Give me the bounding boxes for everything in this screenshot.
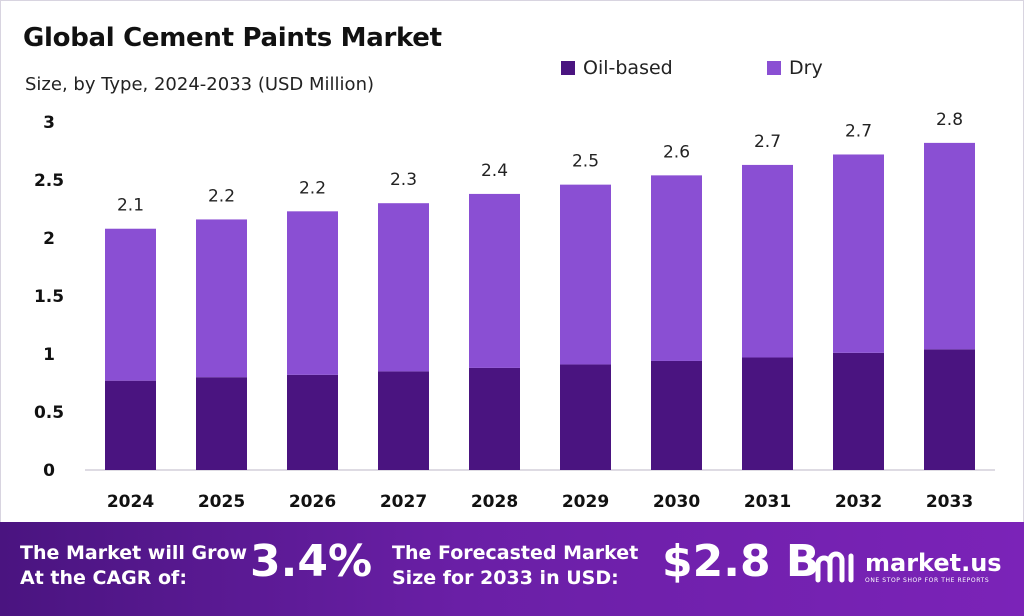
forecast-value: $2.8 B bbox=[662, 536, 820, 587]
x-tick-label: 2027 bbox=[380, 492, 427, 512]
bar-segment-oil-based-2025 bbox=[196, 377, 247, 470]
x-tick-label: 2032 bbox=[835, 492, 882, 512]
y-tick-label: 2.5 bbox=[34, 171, 64, 191]
cagr-value: 3.4% bbox=[250, 536, 373, 587]
bar-total-label: 2.2 bbox=[299, 178, 326, 198]
chart-frame: Global Cement Paints Market Size, by Typ… bbox=[0, 0, 1024, 523]
legend-label-dry: Dry bbox=[789, 57, 823, 79]
bar-total-label: 2.7 bbox=[845, 121, 872, 141]
bar-segment-oil-based-2031 bbox=[742, 357, 793, 470]
bar-segment-dry-2031 bbox=[742, 164, 793, 358]
x-tick-label: 2028 bbox=[471, 492, 518, 512]
y-tick-label: 1.5 bbox=[34, 287, 64, 307]
legend-item-dry: Dry bbox=[767, 57, 823, 79]
bar-total-label: 2.2 bbox=[208, 186, 235, 206]
bar-total-label: 2.8 bbox=[936, 110, 963, 130]
x-tick-label: 2030 bbox=[653, 492, 700, 512]
market-us-logo-icon bbox=[815, 551, 854, 583]
bar-segment-dry-2027 bbox=[378, 203, 429, 372]
bar-total-label: 2.6 bbox=[663, 142, 690, 162]
x-tick-label: 2025 bbox=[198, 492, 245, 512]
bar-segment-oil-based-2028 bbox=[469, 367, 520, 470]
bar-segment-dry-2028 bbox=[469, 193, 520, 368]
y-tick-label: 0.5 bbox=[34, 403, 64, 423]
bar-total-label: 2.3 bbox=[390, 170, 417, 190]
bar-total-label: 2.5 bbox=[572, 152, 599, 172]
bar-segment-oil-based-2030 bbox=[651, 360, 702, 470]
brand-tagline: ONE STOP SHOP FOR THE REPORTS bbox=[865, 576, 990, 584]
bar-total-label: 2.1 bbox=[117, 196, 144, 216]
cagr-label: The Market will Grow At the CAGR of: bbox=[20, 541, 247, 591]
x-tick-label: 2033 bbox=[926, 492, 973, 512]
chart-title: Global Cement Paints Market bbox=[23, 23, 442, 53]
bar-segment-dry-2024 bbox=[105, 228, 156, 381]
bar-segment-dry-2033 bbox=[924, 142, 975, 350]
summary-banner: The Market will Grow At the CAGR of: 3.4… bbox=[0, 522, 1024, 616]
cagr-label-line-1: The Market will Grow bbox=[20, 542, 248, 564]
brand-text: market.us ONE STOP SHOP FOR THE REPORTS bbox=[865, 551, 1002, 584]
brand-name: market.us bbox=[865, 548, 1002, 577]
bar-segment-oil-based-2024 bbox=[105, 380, 156, 470]
bar-segment-oil-based-2026 bbox=[287, 374, 338, 470]
chart-subtitle: Size, by Type, 2024-2033 (USD Million) bbox=[25, 74, 374, 95]
bar-segment-dry-2029 bbox=[560, 184, 611, 365]
y-tick-label: 1 bbox=[43, 345, 55, 365]
cagr-label-line-2: At the CAGR of: bbox=[20, 567, 187, 589]
bar-segment-dry-2032 bbox=[833, 154, 884, 353]
y-tick-label: 2 bbox=[43, 229, 55, 249]
bar-segment-oil-based-2027 bbox=[378, 371, 429, 470]
bar-total-label: 2.7 bbox=[754, 132, 781, 152]
legend-label-oil-based: Oil-based bbox=[583, 57, 673, 79]
legend-swatch-dry bbox=[767, 61, 781, 75]
bar-segment-oil-based-2032 bbox=[833, 352, 884, 470]
y-tick-label: 3 bbox=[43, 113, 55, 133]
bar-segment-oil-based-2033 bbox=[924, 349, 975, 470]
forecast-label-line-2: Size for 2033 in USD: bbox=[392, 567, 619, 589]
x-tick-label: 2031 bbox=[744, 492, 791, 512]
brand-logo: market.us ONE STOP SHOP FOR THE REPORTS bbox=[815, 550, 1002, 584]
bar-total-label: 2.4 bbox=[481, 161, 508, 181]
x-tick-label: 2026 bbox=[289, 492, 336, 512]
forecast-label: The Forecasted Market Size for 2033 in U… bbox=[392, 541, 638, 591]
legend-item-oil-based: Oil-based bbox=[561, 57, 673, 79]
bar-segment-oil-based-2029 bbox=[560, 364, 611, 470]
bar-segment-dry-2030 bbox=[651, 175, 702, 361]
bar-segment-dry-2025 bbox=[196, 219, 247, 378]
bar-segment-dry-2026 bbox=[287, 211, 338, 375]
stacked-bar-plot: 0 0.5 1 1.5 2 2.5 3 2.1 2024 2.2 2025 2.2 2026 2.3 202… bbox=[34, 110, 995, 512]
y-tick-label: 0 bbox=[43, 461, 55, 481]
x-tick-label: 2024 bbox=[107, 492, 154, 512]
x-tick-label: 2029 bbox=[562, 492, 609, 512]
forecast-label-line-1: The Forecasted Market bbox=[392, 542, 639, 564]
legend-swatch-oil-based bbox=[561, 61, 575, 75]
